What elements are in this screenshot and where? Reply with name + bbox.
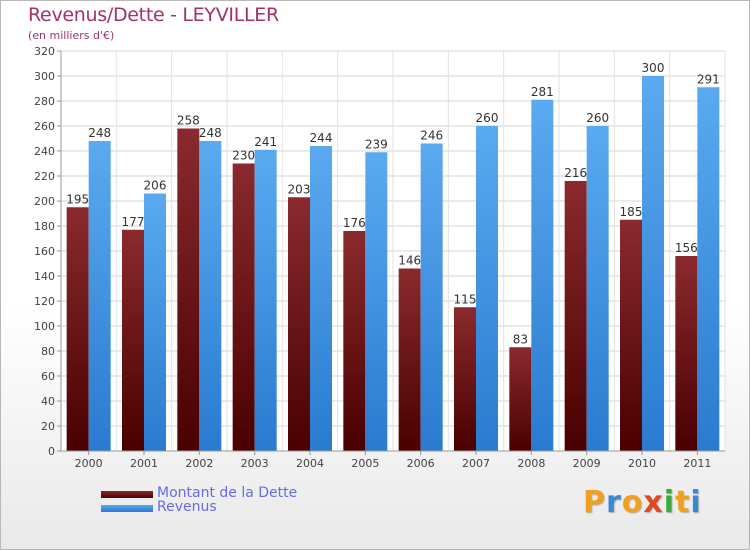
bar-dette-2000 (66, 207, 89, 451)
data-label-dette: 203 (288, 182, 311, 196)
data-label-revenus: 291 (697, 72, 720, 86)
bar-dette-2002 (177, 128, 200, 451)
data-label-dette: 195 (66, 192, 89, 206)
x-tick-label: 2008 (517, 457, 545, 470)
bar-revenus-2004 (310, 146, 332, 451)
bar-revenus-2000 (88, 141, 111, 451)
data-label-revenus: 246 (420, 129, 443, 143)
bar-revenus-2001 (144, 193, 166, 451)
y-tick-label: 300 (34, 70, 55, 83)
y-tick-label: 80 (41, 345, 55, 358)
logo-letter: r (606, 485, 622, 520)
bar-dette-2009 (564, 181, 587, 451)
y-tick-label: 120 (34, 295, 55, 308)
logo-letter: P (583, 485, 606, 520)
data-label-revenus: 260 (476, 111, 499, 125)
bar-revenus-2002 (199, 141, 222, 451)
data-label-dette: 146 (398, 254, 421, 268)
data-label-dette: 176 (343, 216, 366, 230)
data-label-dette: 177 (122, 215, 145, 229)
y-tick-label: 60 (41, 370, 55, 383)
data-label-revenus: 248 (88, 126, 111, 140)
y-tick-label: 260 (34, 120, 55, 133)
bar-dette-2008 (509, 347, 532, 451)
bar-revenus-2006 (420, 143, 443, 451)
y-tick-label: 180 (34, 220, 55, 233)
y-tick-label: 40 (41, 395, 55, 408)
data-labels: 1952481772062582482302412032441762391462… (66, 61, 720, 346)
data-label-dette: 258 (177, 114, 200, 128)
axes: 0 20 40 60 80 100 120 140 160 180 200 220 240 260 280 3… (34, 45, 725, 470)
bar-revenus-2005 (365, 152, 388, 451)
bar-dette-2007 (454, 307, 476, 451)
legend-swatch-dette (101, 491, 153, 498)
legend-label-revenus: Revenus (157, 499, 217, 515)
bars (66, 76, 720, 451)
legend-swatch-revenus (101, 505, 153, 512)
bar-dette-2004 (288, 197, 310, 451)
bar-dette-2011 (675, 256, 698, 451)
y-tick-label: 0 (48, 445, 55, 458)
logo-letter: o (621, 485, 644, 520)
data-label-revenus: 206 (144, 179, 167, 193)
x-tick-label: 2007 (462, 457, 490, 470)
x-tick-label: 2000 (75, 457, 103, 470)
y-tick-label: 160 (34, 245, 55, 258)
data-label-dette: 83 (513, 332, 528, 346)
data-label-revenus: 300 (642, 61, 665, 75)
logo-letter: t (675, 485, 691, 520)
data-label-revenus: 244 (310, 131, 333, 145)
x-tick-label: 2010 (628, 457, 656, 470)
grid-lines (60, 50, 726, 452)
bar-revenus-2009 (586, 126, 609, 451)
bar-dette-2003 (232, 163, 255, 451)
data-label-dette: 216 (564, 166, 587, 180)
data-label-revenus: 248 (199, 126, 222, 140)
x-tick-label: 2005 (351, 457, 379, 470)
chart-title: Revenus/Dette - LEYVILLER (28, 4, 279, 26)
logo-letter: i (690, 485, 702, 520)
bar-revenus-2010 (642, 76, 664, 451)
data-label-revenus: 260 (586, 111, 609, 125)
x-tick-label: 2009 (573, 457, 601, 470)
y-tick-label: 220 (34, 170, 55, 183)
y-tick-label: 240 (34, 145, 55, 158)
bar-dette-2005 (343, 231, 366, 451)
legend-label-dette: Montant de la Dette (157, 485, 298, 501)
bar-dette-2001 (122, 229, 144, 451)
x-tick-label: 2001 (130, 457, 158, 470)
x-tick-label: 2002 (185, 457, 213, 470)
y-tick-label: 280 (34, 95, 55, 108)
bar-revenus-2008 (531, 99, 554, 451)
data-label-dette: 115 (454, 292, 477, 306)
chart-subtitle: (en milliers d'€) (28, 29, 115, 42)
data-label-revenus: 241 (254, 135, 277, 149)
y-tick-label: 200 (34, 195, 55, 208)
x-tick-label: 2006 (407, 457, 435, 470)
bar-revenus-2011 (697, 87, 720, 451)
y-tick-label: 320 (34, 45, 55, 58)
data-label-dette: 185 (620, 205, 643, 219)
data-label-revenus: 239 (365, 137, 388, 151)
logo-letter: i (663, 485, 676, 520)
data-label-dette: 156 (675, 241, 698, 255)
x-tick-label: 2011 (683, 457, 711, 470)
bar-revenus-2003 (254, 149, 277, 451)
x-tick-label: 2003 (241, 457, 269, 470)
proxiti-logo: Proxiti (583, 485, 702, 520)
bar-revenus-2007 (476, 126, 498, 451)
logo-letter: x (643, 485, 664, 520)
bar-dette-2010 (620, 219, 642, 451)
x-tick-label: 2004 (296, 457, 324, 470)
y-tick-label: 20 (41, 420, 55, 433)
y-tick-label: 140 (34, 270, 55, 283)
bar-dette-2006 (398, 268, 421, 451)
y-tick-label: 100 (34, 320, 55, 333)
data-label-revenus: 281 (531, 85, 554, 99)
data-label-dette: 230 (232, 149, 255, 163)
